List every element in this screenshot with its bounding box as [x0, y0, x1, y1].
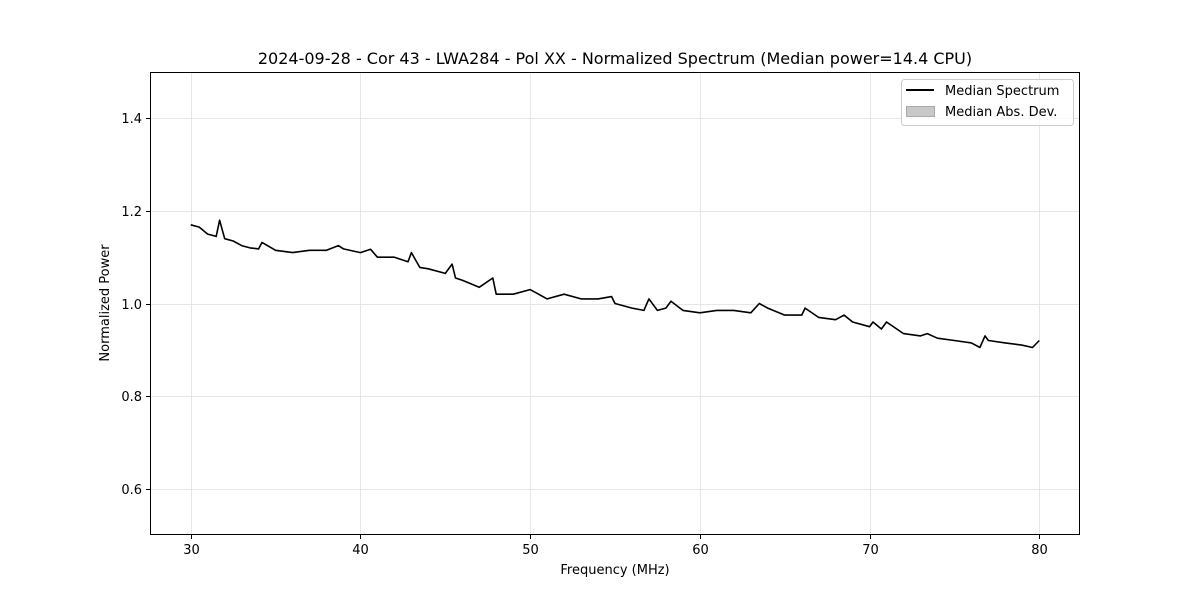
y-axis-label: Normalized Power — [98, 244, 113, 362]
legend-label-median-spectrum: Median Spectrum — [945, 84, 1059, 99]
legend-box — [901, 79, 1074, 126]
x-axis-label: Frequency (MHz) — [560, 563, 669, 578]
legend: Median Spectrum Median Abs. Dev. — [901, 79, 1074, 126]
chart-title: 2024-09-28 - Cor 43 - LWA284 - Pol XX - … — [258, 49, 972, 68]
x-tick-label: 40 — [352, 543, 369, 558]
series-layer — [190, 219, 1040, 349]
y-tick-label: 1.2 — [121, 205, 142, 220]
x-tick-label: 80 — [1031, 543, 1048, 558]
y-tick-label: 0.8 — [121, 390, 142, 405]
y-tick-label: 1.4 — [121, 112, 142, 127]
x-tick-label: 30 — [183, 543, 200, 558]
plot-area-frame — [150, 72, 1080, 535]
y-tick-label: 1.0 — [121, 298, 142, 313]
median-spectrum-line — [190, 219, 1040, 349]
legend-swatch-median-abs-dev — [906, 106, 935, 117]
x-tick-label: 60 — [692, 543, 709, 558]
legend-label-median-abs-dev: Median Abs. Dev. — [945, 105, 1057, 120]
y-tick-label: 0.6 — [121, 483, 142, 498]
y-axis-ticks: 0.6 0.8 1.0 1.2 1.4 — [121, 112, 150, 498]
x-tick-label: 50 — [522, 543, 539, 558]
x-tick-label: 70 — [862, 543, 879, 558]
x-axis-ticks: 30 40 50 60 70 80 — [183, 535, 1048, 558]
